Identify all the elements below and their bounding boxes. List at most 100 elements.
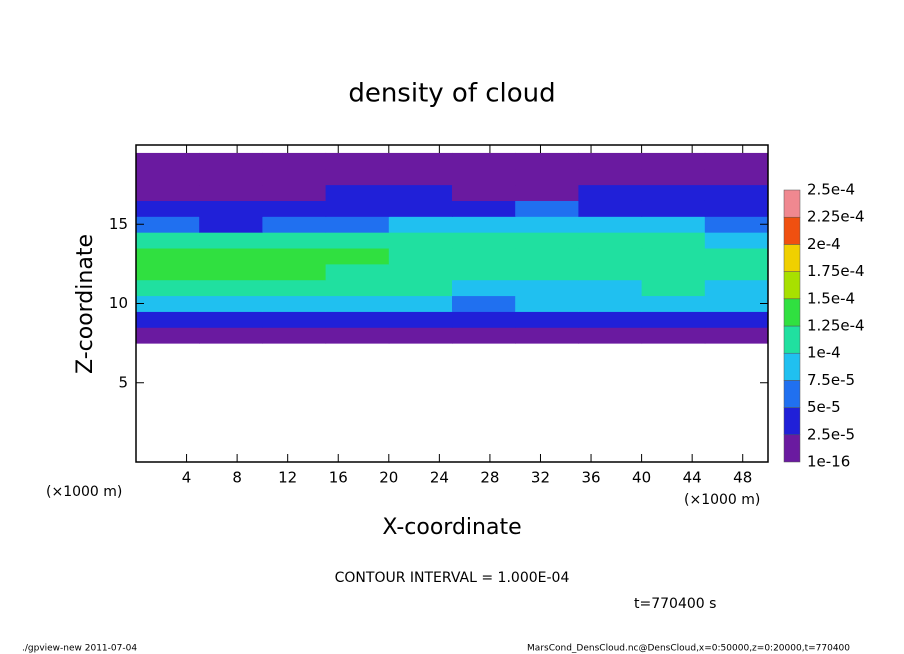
heat-cell (199, 168, 263, 186)
colorbar-label: 7.5e-5 (807, 371, 855, 389)
heat-cell (136, 152, 200, 170)
heat-cell (452, 311, 516, 328)
heat-cell (325, 295, 390, 312)
colorbar-label: 5e-5 (807, 398, 841, 416)
heat-cell (641, 279, 706, 297)
heat-cell (515, 232, 579, 249)
heat-cell (388, 232, 453, 249)
heat-cell (262, 311, 327, 328)
heat-cell (452, 184, 516, 201)
heat-cell (515, 184, 579, 201)
heat-cell (641, 216, 706, 233)
heat-cell (641, 311, 706, 328)
heat-cell (515, 327, 579, 344)
heat-cell (388, 168, 453, 186)
heat-cell (452, 248, 516, 265)
chart-title: density of cloud (348, 79, 555, 109)
heat-cell (641, 248, 706, 265)
heat-cell (704, 263, 769, 281)
heat-cell (515, 168, 579, 186)
heat-cell (325, 168, 390, 186)
x-tick-label: 20 (379, 469, 398, 487)
heat-cell (325, 184, 390, 201)
heat-cell (136, 295, 200, 312)
heat-cell (578, 232, 643, 249)
heat-cell (136, 279, 200, 297)
colorbar-label: 1.25e-4 (807, 317, 865, 335)
heat-cell (262, 152, 327, 170)
heat-cell (325, 216, 390, 233)
heat-cell (136, 184, 200, 201)
heat-cell (704, 152, 769, 170)
y-axis-label: Z-coordinate (73, 234, 98, 374)
heat-cell (704, 168, 769, 186)
colorbar-band (783, 298, 801, 327)
heat-cell (515, 279, 579, 297)
heat-cell (515, 248, 579, 265)
heat-cell (578, 168, 643, 186)
x-tick-label: 16 (329, 469, 348, 487)
heat-cell (578, 248, 643, 265)
heat-cell (578, 327, 643, 344)
heat-cell (136, 216, 200, 233)
heat-cell (515, 152, 579, 170)
heat-cell (262, 184, 327, 201)
heat-cell (578, 152, 643, 170)
heat-cell (199, 311, 263, 328)
heat-cell (452, 263, 516, 281)
heat-cell (515, 263, 579, 281)
heat-cell (578, 184, 643, 201)
heat-cell (578, 295, 643, 312)
heat-cell (262, 263, 327, 281)
heat-cell (388, 311, 453, 328)
colorbar-label: 2.5e-4 (807, 181, 855, 199)
heat-cell (704, 184, 769, 201)
heat-cell (704, 216, 769, 233)
x-tick-label: 40 (632, 469, 651, 487)
heat-cell (136, 232, 200, 249)
heat-cell (325, 200, 390, 217)
heat-cell (199, 184, 263, 201)
heat-cell (136, 168, 200, 186)
heat-cell (704, 327, 769, 344)
heat-cell (578, 311, 643, 328)
heat-cell (641, 327, 706, 344)
heat-cell (199, 248, 263, 265)
colorbar-band (783, 434, 801, 463)
heat-cell (262, 295, 327, 312)
heat-cell (641, 168, 706, 186)
heat-cell (325, 232, 390, 249)
heat-cell (641, 200, 706, 217)
heat-cell (388, 327, 453, 344)
heat-cell (199, 216, 263, 233)
heat-cell (388, 263, 453, 281)
heat-cell (452, 168, 516, 186)
heat-cell (578, 263, 643, 281)
x-tick-label: 32 (531, 469, 550, 487)
heat-cell (325, 311, 390, 328)
heat-cell (641, 184, 706, 201)
heat-cell (262, 168, 327, 186)
x-tick-label: 24 (430, 469, 449, 487)
colorbar-band (783, 380, 801, 408)
heat-cell (136, 248, 200, 265)
heat-cell (325, 279, 390, 297)
colorbar-label: 1e-16 (807, 453, 850, 471)
heat-cell (704, 248, 769, 265)
y-unit: (×1000 m) (46, 484, 122, 500)
y-tick-label: 10 (109, 294, 128, 312)
heat-cell (199, 295, 263, 312)
colorbar-band (783, 271, 801, 300)
colorbar-band (783, 189, 801, 218)
colorbar-label: 1e-4 (807, 344, 841, 362)
footer-left: ./gpview-new 2011-07-04 (22, 644, 137, 654)
heat-cell (136, 200, 200, 217)
heat-cell (262, 327, 327, 344)
heat-cell (199, 232, 263, 249)
heat-cell (578, 279, 643, 297)
heat-cell (704, 279, 769, 297)
x-tick-label: 48 (733, 469, 752, 487)
colorbar-band (783, 352, 801, 381)
